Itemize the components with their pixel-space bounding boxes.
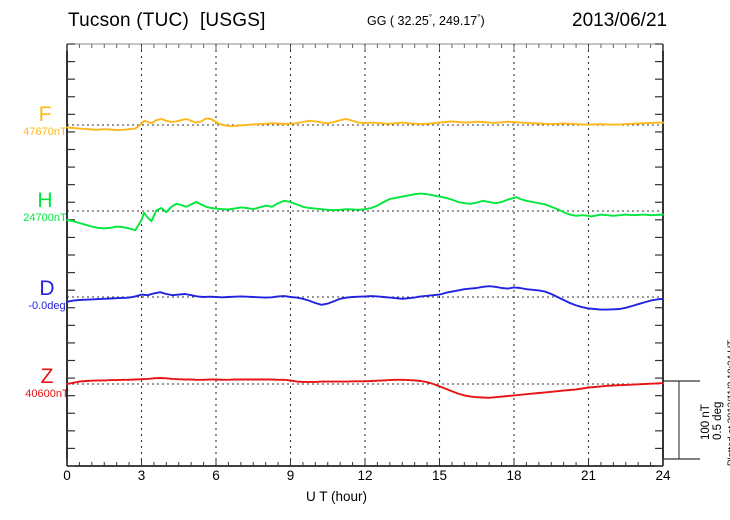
x-tick-label: 21 xyxy=(580,468,597,483)
x-tick-label: 0 xyxy=(63,468,71,483)
x-tick-label: 9 xyxy=(286,468,295,483)
x-axis-title: U T (hour) xyxy=(306,489,368,504)
trace-z xyxy=(66,377,664,399)
geo-prefix: GG ( 32.25 xyxy=(367,14,429,29)
trace-h xyxy=(66,192,664,232)
x-tick-label: 15 xyxy=(431,468,448,483)
x-tick-label: 6 xyxy=(212,468,220,483)
component-symbol-d: D xyxy=(39,277,55,300)
x-tick-label: 12 xyxy=(357,468,373,483)
component-label-d: D -0.0deg xyxy=(16,278,78,312)
component-baseline-f: 47670nT xyxy=(23,126,67,138)
x-tick-label: 18 xyxy=(506,468,522,483)
page-title: Tucson (TUC) [USGS] xyxy=(68,10,266,31)
x-tick-label: 24 xyxy=(655,468,671,483)
geographic-coordinates: GG ( 32.25°, 249.17°) xyxy=(367,13,485,28)
scale-bar-deg-label: 0.5 deg xyxy=(712,401,724,440)
observation-date: 2013/06/21 xyxy=(572,10,668,31)
geo-mid: , 249.17 xyxy=(432,14,478,29)
component-symbol-z: Z xyxy=(40,365,54,388)
trace-d xyxy=(66,285,664,311)
component-baseline-z: 40600nT xyxy=(25,388,69,400)
degree-icon-2: ° xyxy=(477,13,481,22)
component-label-h: H 24700nT xyxy=(10,190,80,224)
component-symbol-h: H xyxy=(37,189,53,212)
scale-bar-nt-label: 100 nT xyxy=(700,404,712,440)
component-baseline-h: 24700nT xyxy=(23,212,67,224)
x-tick-label: 3 xyxy=(137,468,146,483)
plotted-at-timestamp: Plotted at 2013/11/2 10:34 UT xyxy=(726,339,730,466)
component-baseline-d: -0.0deg xyxy=(28,300,66,312)
component-symbol-f: F xyxy=(38,103,52,126)
trace-f xyxy=(66,117,664,132)
component-label-z: Z 40600nT xyxy=(12,366,82,400)
component-label-f: F 47670nT xyxy=(14,104,76,138)
geo-end: ) xyxy=(480,14,485,29)
degree-icon: ° xyxy=(428,13,433,22)
